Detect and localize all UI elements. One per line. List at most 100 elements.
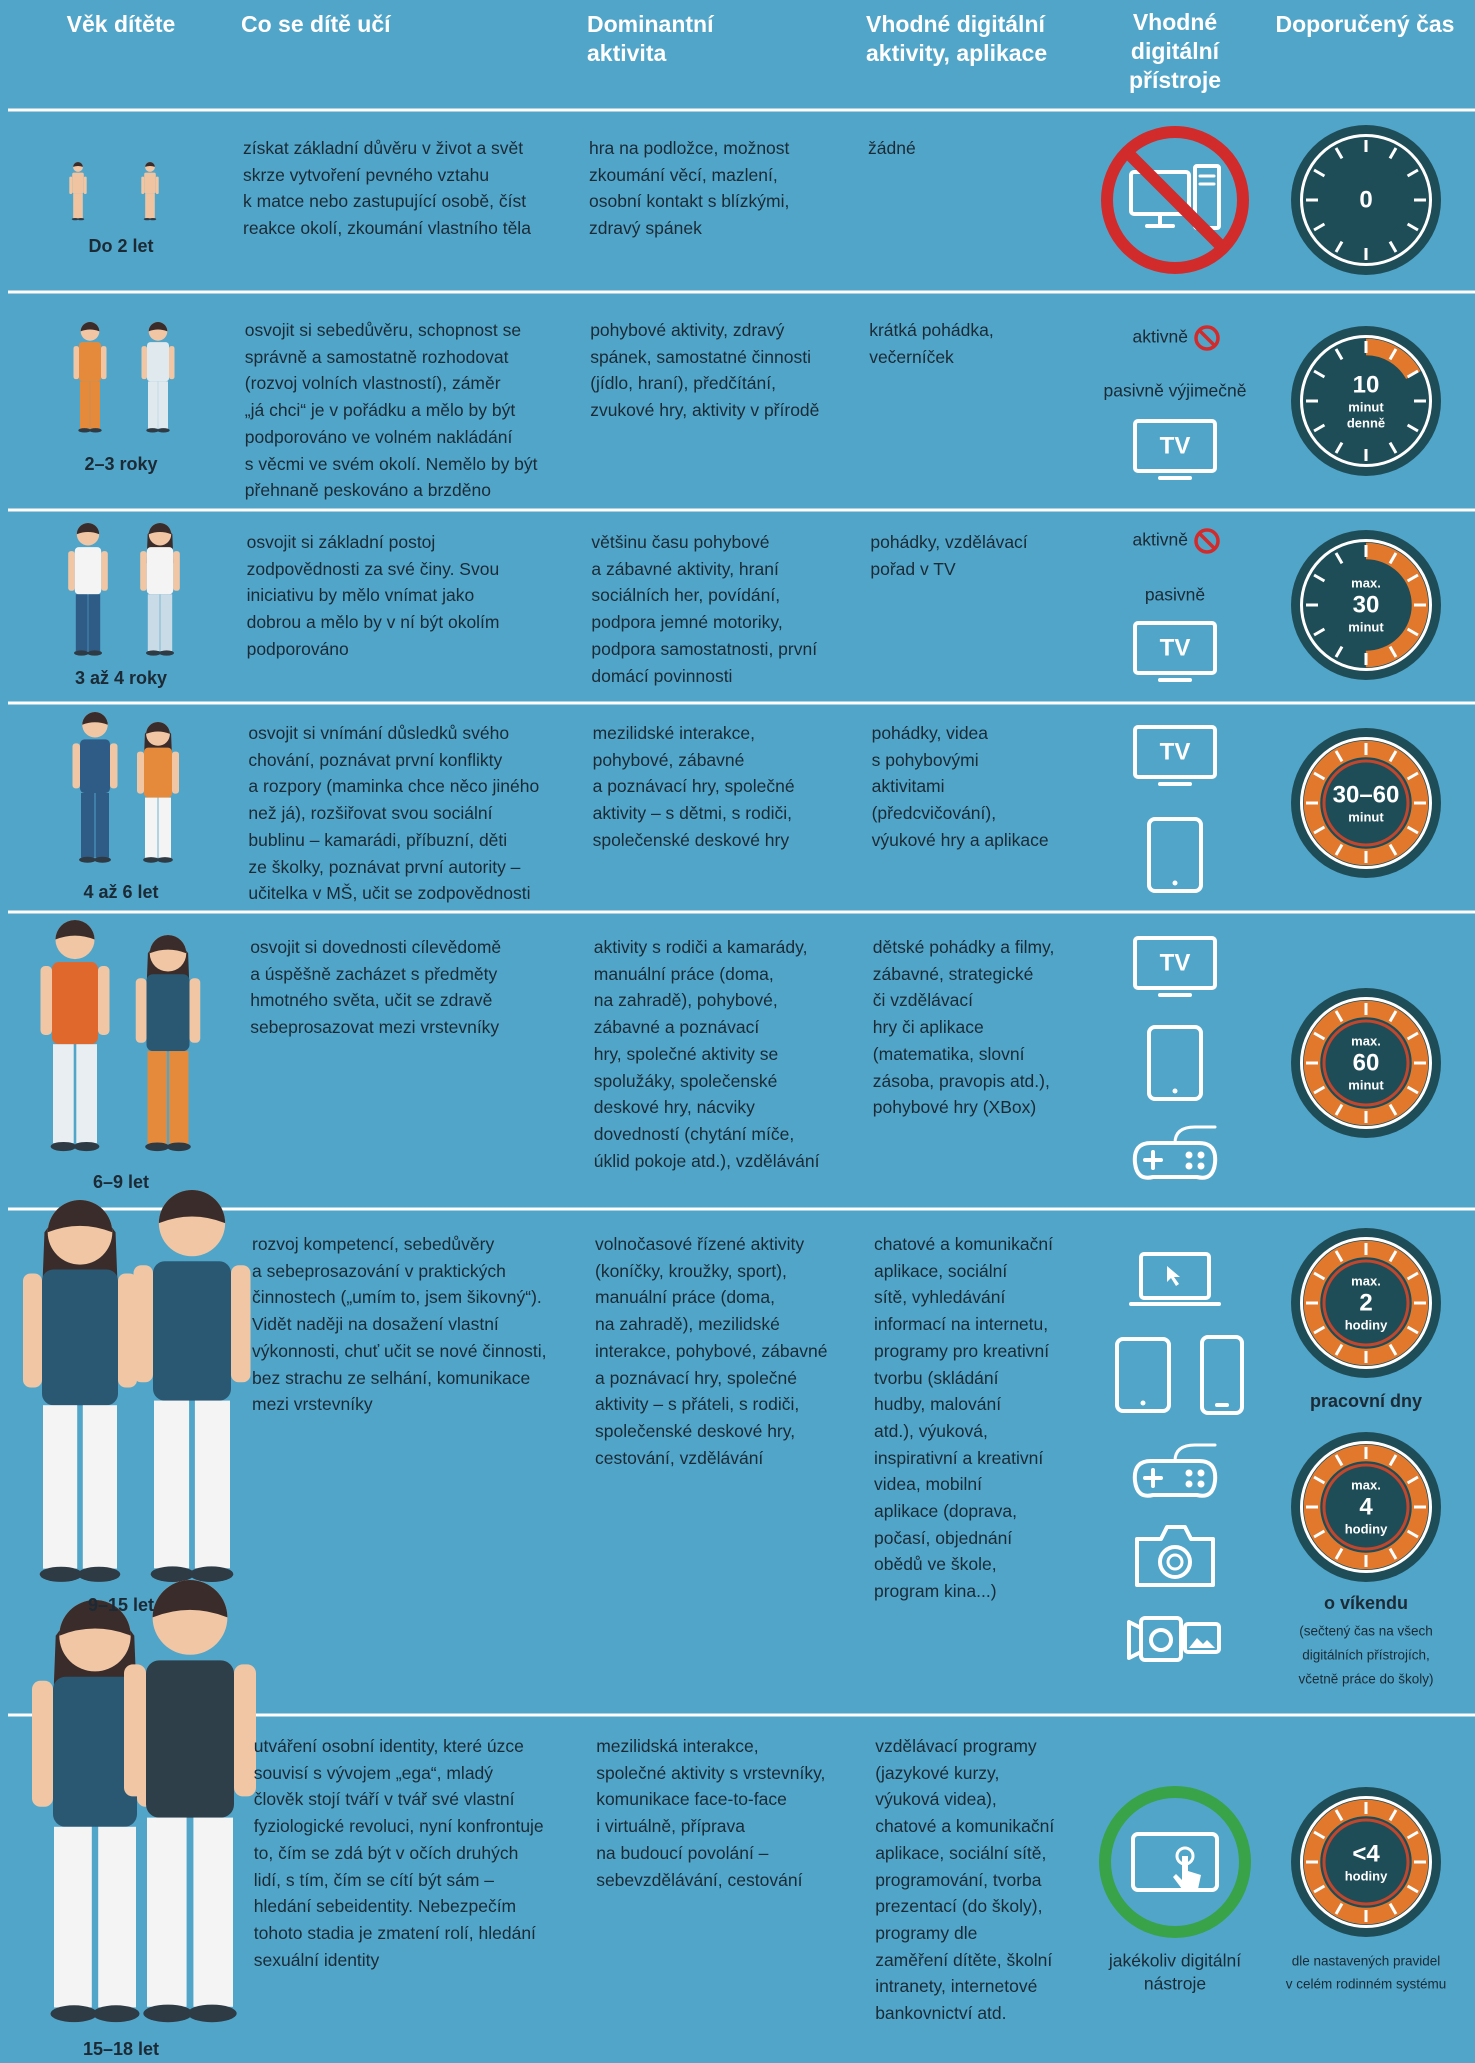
hair xyxy=(55,919,95,940)
hand-icon xyxy=(1173,1856,1201,1889)
leg xyxy=(90,381,100,429)
arm xyxy=(234,1664,256,1797)
leg xyxy=(53,1044,74,1144)
arm xyxy=(72,743,80,789)
torso xyxy=(74,547,102,595)
laptop-icon xyxy=(1139,1252,1211,1300)
leg xyxy=(145,797,158,858)
clock-tick xyxy=(1406,825,1419,835)
activity-line: společenské deskové hry xyxy=(592,829,790,850)
arm xyxy=(40,966,52,1036)
clock-caption: o víkendu xyxy=(1324,1593,1408,1613)
learn-line: utváření osobní identity, které úzce xyxy=(253,1736,524,1756)
activity-line: hra na podložce, možnost xyxy=(589,138,790,158)
shoe xyxy=(78,428,91,433)
clock-center xyxy=(1322,1259,1410,1347)
learn-line: hmotného světa, učit se zdravě xyxy=(250,990,493,1011)
clock-label: 30–60 xyxy=(1333,781,1400,808)
leg xyxy=(98,1826,136,2008)
arm xyxy=(98,966,110,1036)
activity-line: spánek, samostatné činnosti xyxy=(590,346,812,367)
activity-line: volnočasové řízené aktivity xyxy=(595,1234,805,1254)
child-figure xyxy=(73,322,107,433)
clock-tick xyxy=(1313,1031,1326,1041)
age-label: 15–18 let xyxy=(82,2039,160,2059)
clock-tick xyxy=(1313,1884,1326,1894)
tv-icon xyxy=(1133,725,1217,779)
shoe xyxy=(74,650,89,656)
clock-center xyxy=(1322,1463,1410,1551)
clock-tick xyxy=(1334,1547,1344,1560)
activity-line: aktivity – s přáteli, s rodiči, xyxy=(595,1394,800,1415)
activity-line: spolužáky, společenské xyxy=(593,1070,778,1091)
gamepad-button xyxy=(1185,1480,1193,1488)
monitor-stand xyxy=(1145,212,1175,228)
tv-label: TV xyxy=(1160,949,1191,976)
apps-line: s pohybovými xyxy=(871,749,979,770)
learn-line: lidí, s tím, čím se cítí být sám – xyxy=(253,1869,494,1890)
activity-line: dovedností (chytání míče, xyxy=(593,1123,795,1144)
shoe xyxy=(94,856,111,863)
clock-tick xyxy=(1334,1809,1344,1822)
clock-label: hodiny xyxy=(1345,1521,1388,1536)
activity-line: pohybové aktivity, zdravý xyxy=(590,320,785,340)
shoe xyxy=(71,217,79,221)
apps-line: (matematika, slovní xyxy=(872,1043,1025,1064)
shoe xyxy=(143,217,151,221)
allow-ring xyxy=(1099,1786,1251,1938)
clock-label: 10 xyxy=(1353,371,1380,398)
clock-tick xyxy=(1313,369,1326,379)
tv-icon xyxy=(1133,621,1217,675)
clock-center xyxy=(1322,1818,1410,1906)
learn-line: hledání sebeidentity. Nebezpečím xyxy=(253,1896,517,1917)
activity-line: cestování, vzdělávání xyxy=(595,1447,764,1468)
shoe xyxy=(79,856,96,863)
leg xyxy=(73,193,79,219)
clock-tick xyxy=(1406,573,1419,583)
gamepad-button xyxy=(1197,1469,1205,1477)
shoe xyxy=(39,1566,83,1582)
video-icon xyxy=(1139,1616,1183,1662)
gamepad-button xyxy=(1185,1162,1193,1170)
apps-line: programování, tvorba xyxy=(875,1869,1042,1890)
clock-tick xyxy=(1388,147,1398,160)
activity-line: komunikace face-to-face xyxy=(596,1789,787,1810)
age-label: 3 až 4 roky xyxy=(74,668,168,688)
learn-line: člověk stojí tváří v tvář své vlastní xyxy=(253,1789,515,1810)
child-figure xyxy=(40,919,110,1152)
shoe xyxy=(166,1142,191,1152)
camera-lens xyxy=(1166,1553,1184,1571)
clock-rim xyxy=(1300,539,1432,671)
clock-tick xyxy=(1388,750,1398,763)
shoe xyxy=(143,2004,193,2023)
clock-tick xyxy=(1313,771,1326,781)
clock-label: 0 xyxy=(1359,186,1372,213)
apps-line: hudby, malování xyxy=(874,1394,1002,1415)
gamepad-icon xyxy=(1132,1459,1218,1498)
child-figure xyxy=(141,322,175,433)
clock-tick xyxy=(1313,573,1326,583)
clock-label: max. xyxy=(1351,1033,1381,1048)
column-header: Dominantní aktivita xyxy=(587,11,714,66)
leg xyxy=(147,594,160,652)
apps-line: hry či aplikace xyxy=(872,1017,984,1038)
torso xyxy=(144,747,172,798)
apps-line: či vzdělávací xyxy=(872,990,973,1011)
apps-line: aplikace, sociální xyxy=(874,1260,1008,1281)
apps-line: sítě, vyhledávání xyxy=(874,1287,1006,1308)
clock-tick xyxy=(1334,240,1344,253)
torso xyxy=(79,342,101,382)
clock-tick xyxy=(1388,552,1398,565)
clock-rim xyxy=(1300,997,1432,1129)
activity-line: domácí povinnosti xyxy=(591,665,733,686)
tablet-icon xyxy=(1147,1025,1203,1101)
prohibit-small xyxy=(1194,528,1220,554)
hair xyxy=(80,322,100,332)
clock-tick xyxy=(1388,843,1398,856)
learn-line: mezi vrstevníky xyxy=(252,1394,373,1415)
child-figure xyxy=(124,1580,256,2023)
apps-line: atd.), výuková, xyxy=(874,1420,988,1441)
clock-tick xyxy=(1313,825,1326,835)
torso xyxy=(147,342,169,382)
apps-line: (jazykové kurzy, xyxy=(875,1762,1000,1783)
